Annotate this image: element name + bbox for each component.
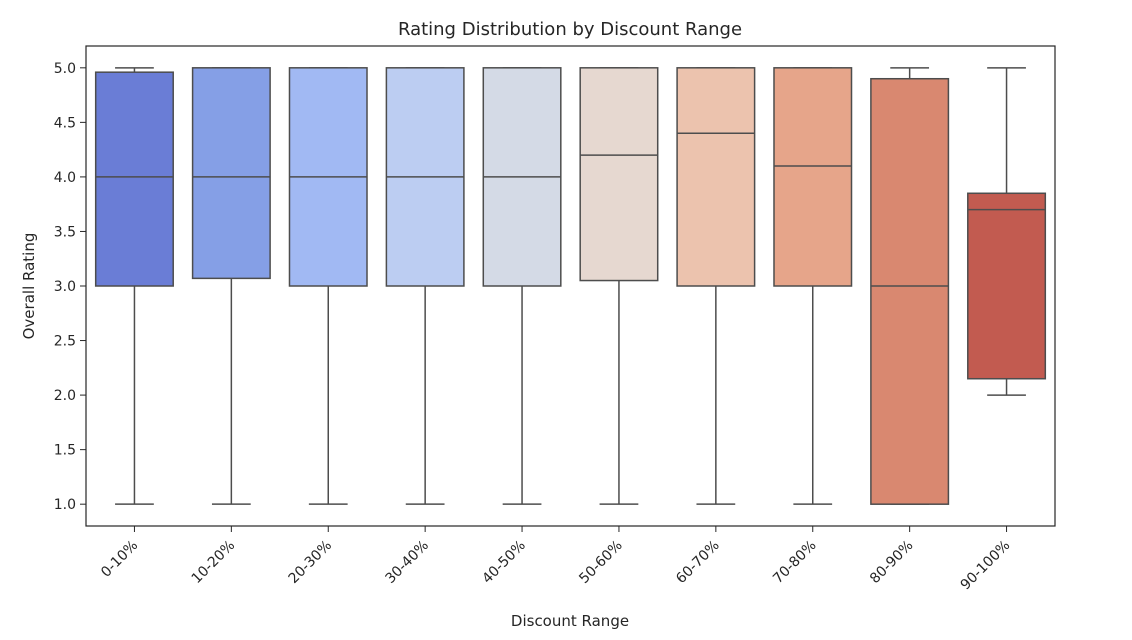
x-tick-label: 80-90%	[867, 538, 916, 587]
x-tick-label: 40-50%	[479, 538, 528, 587]
x-tick-label: 0-10%	[98, 538, 141, 581]
y-tick-label: 3.5	[54, 224, 76, 240]
y-tick-label: 2.5	[54, 334, 76, 350]
y-tick-label: 2.0	[54, 388, 76, 404]
x-tick-label: 20-30%	[286, 538, 335, 587]
y-axis: 1.0 1.5 2.0 2.5 3.0 3.5 4.0 4.5 5.0	[54, 61, 86, 513]
y-tick-label: 3.0	[54, 279, 76, 295]
y-tick-label: 1.0	[54, 497, 76, 513]
x-axis: 0-10% 10-20% 20-30% 30-40% 40-50% 50-60% 60-70…	[98, 526, 1013, 593]
box	[191, 67, 271, 280]
y-tick-label: 1.5	[54, 443, 76, 459]
box	[676, 67, 756, 287]
x-tick-label: 10-20%	[189, 538, 238, 587]
x-tick-label: 90-100%	[958, 538, 1014, 594]
box-group	[191, 67, 271, 505]
box-group	[773, 67, 853, 505]
box-group	[94, 67, 174, 505]
x-tick-label: 70-80%	[770, 538, 819, 587]
x-tick-label: 50-60%	[576, 538, 625, 587]
box	[579, 67, 659, 282]
box-group	[482, 67, 562, 505]
y-tick-label: 4.5	[54, 115, 76, 131]
x-axis-title: Discount Range	[511, 612, 629, 630]
y-tick-label: 5.0	[54, 61, 76, 77]
x-tick-label: 30-40%	[382, 538, 431, 587]
box	[967, 192, 1047, 380]
box-group	[288, 67, 368, 505]
y-axis-title: Overall Rating	[20, 233, 38, 340]
box	[773, 67, 853, 287]
box-group	[385, 67, 465, 505]
x-tick-label: 60-70%	[673, 538, 722, 587]
chart-title: Rating Distribution by Discount Range	[398, 19, 742, 40]
box	[870, 77, 950, 505]
box	[94, 71, 174, 287]
box-group	[870, 67, 950, 505]
plot-area	[85, 45, 1056, 527]
y-tick-label: 4.0	[54, 170, 76, 186]
box-group	[676, 67, 756, 505]
box-group	[967, 67, 1047, 396]
box-group	[579, 67, 659, 505]
